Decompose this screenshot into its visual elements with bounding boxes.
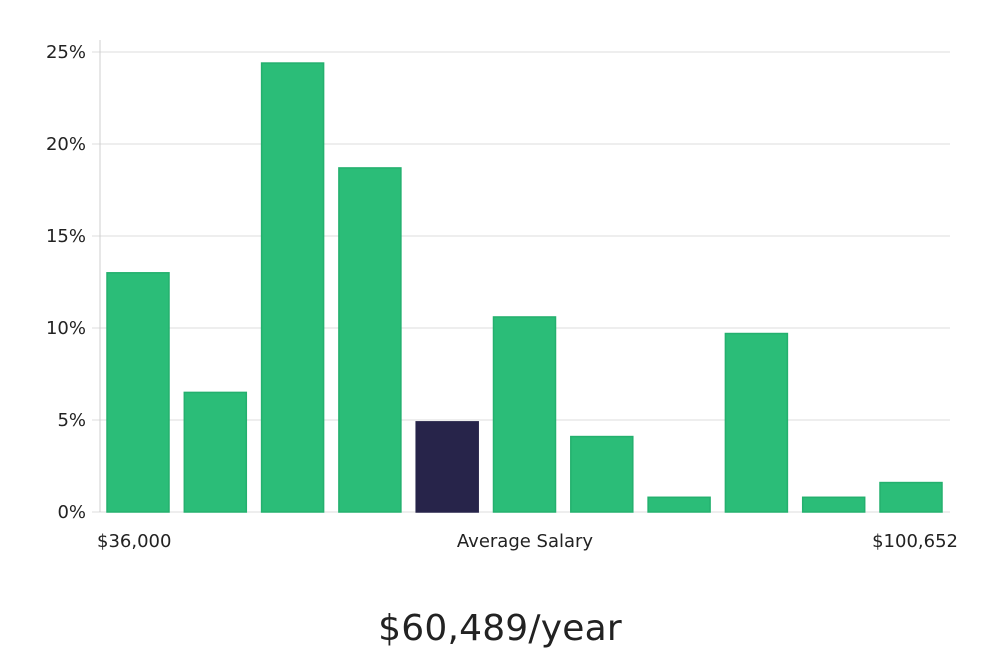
bars [106,62,943,513]
x-label-min: $36,000 [97,531,171,552]
bar [879,481,943,513]
bar [570,435,634,513]
salary-histogram-chart: 0% 5% 10% 15% 20% 25% $36,000 Average Salary … [46,40,958,552]
y-tick-label: 10% [46,318,86,339]
x-label-max: $100,652 [872,531,958,552]
y-tick-label: 25% [46,42,86,63]
x-axis-labels: $36,000 Average Salary $100,652 [97,531,958,552]
bar [338,167,402,513]
bar [647,496,711,513]
bar [801,496,866,513]
bar [183,391,248,513]
bar [260,62,325,513]
bar [492,316,557,513]
bar [724,332,789,513]
bar-average-salary [415,421,479,513]
y-tick-label: 5% [57,410,86,431]
y-tick-label: 20% [46,134,86,155]
average-salary-value: $60,489/year [378,608,622,649]
x-label-center: Average Salary [457,531,594,552]
bar [106,272,170,513]
y-tick-label: 0% [57,502,86,523]
y-tick-label: 15% [46,226,86,247]
y-axis: 0% 5% 10% 15% 20% 25% [46,40,101,523]
